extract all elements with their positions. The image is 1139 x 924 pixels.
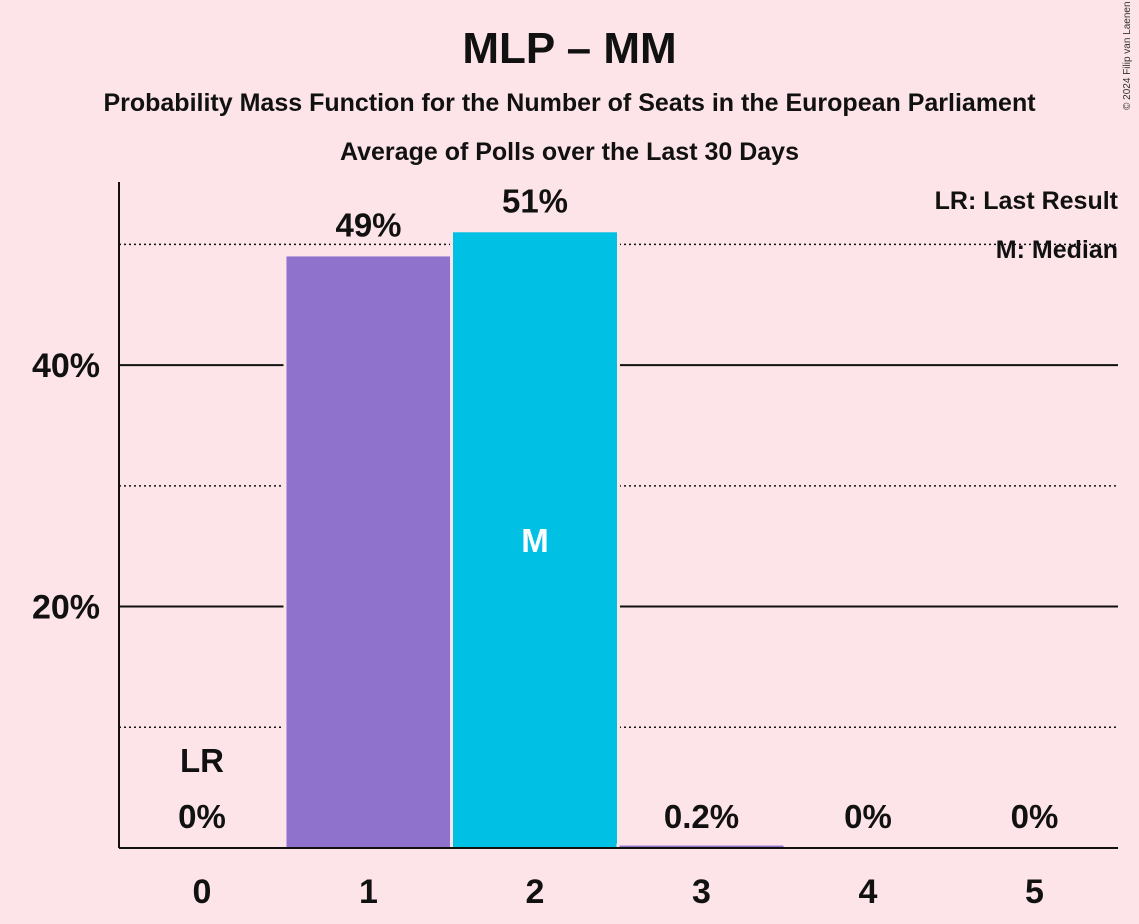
x-tick-label: 2 <box>526 873 545 911</box>
data-label: 51% <box>502 182 568 219</box>
legend-median: M: Median <box>996 236 1118 264</box>
chart-subtitle: Probability Mass Function for the Number… <box>103 89 1036 117</box>
x-tick-label: 4 <box>859 873 878 911</box>
data-labels: 0% 0 LR 49% 1 51% 2 M 0.2% 3 0% 4 0% 5 <box>178 182 1058 911</box>
y-tick-label: 20% <box>32 589 100 627</box>
legend-last-result: LR: Last Result <box>935 187 1119 215</box>
bar <box>619 845 784 848</box>
median-marker: M <box>521 522 549 559</box>
chart-title: MLP – MM <box>462 24 677 73</box>
x-tick-label: 5 <box>1025 873 1044 911</box>
data-label: 0% <box>844 798 892 835</box>
last-result-marker: LR <box>180 742 224 779</box>
data-label: 49% <box>335 206 401 243</box>
data-label: 0% <box>1011 798 1059 835</box>
x-tick-label: 3 <box>692 873 711 911</box>
chart-subtitle-period: Average of Polls over the Last 30 Days <box>340 138 799 166</box>
data-label: 0.2% <box>664 798 739 835</box>
data-label: 0% <box>178 798 226 835</box>
x-tick-label: 0 <box>193 873 212 911</box>
y-tick-label: 40% <box>32 347 100 385</box>
x-tick-label: 1 <box>359 873 378 911</box>
axes <box>118 182 1118 849</box>
bar <box>453 232 617 849</box>
bars <box>283 230 787 849</box>
bar <box>286 256 451 848</box>
